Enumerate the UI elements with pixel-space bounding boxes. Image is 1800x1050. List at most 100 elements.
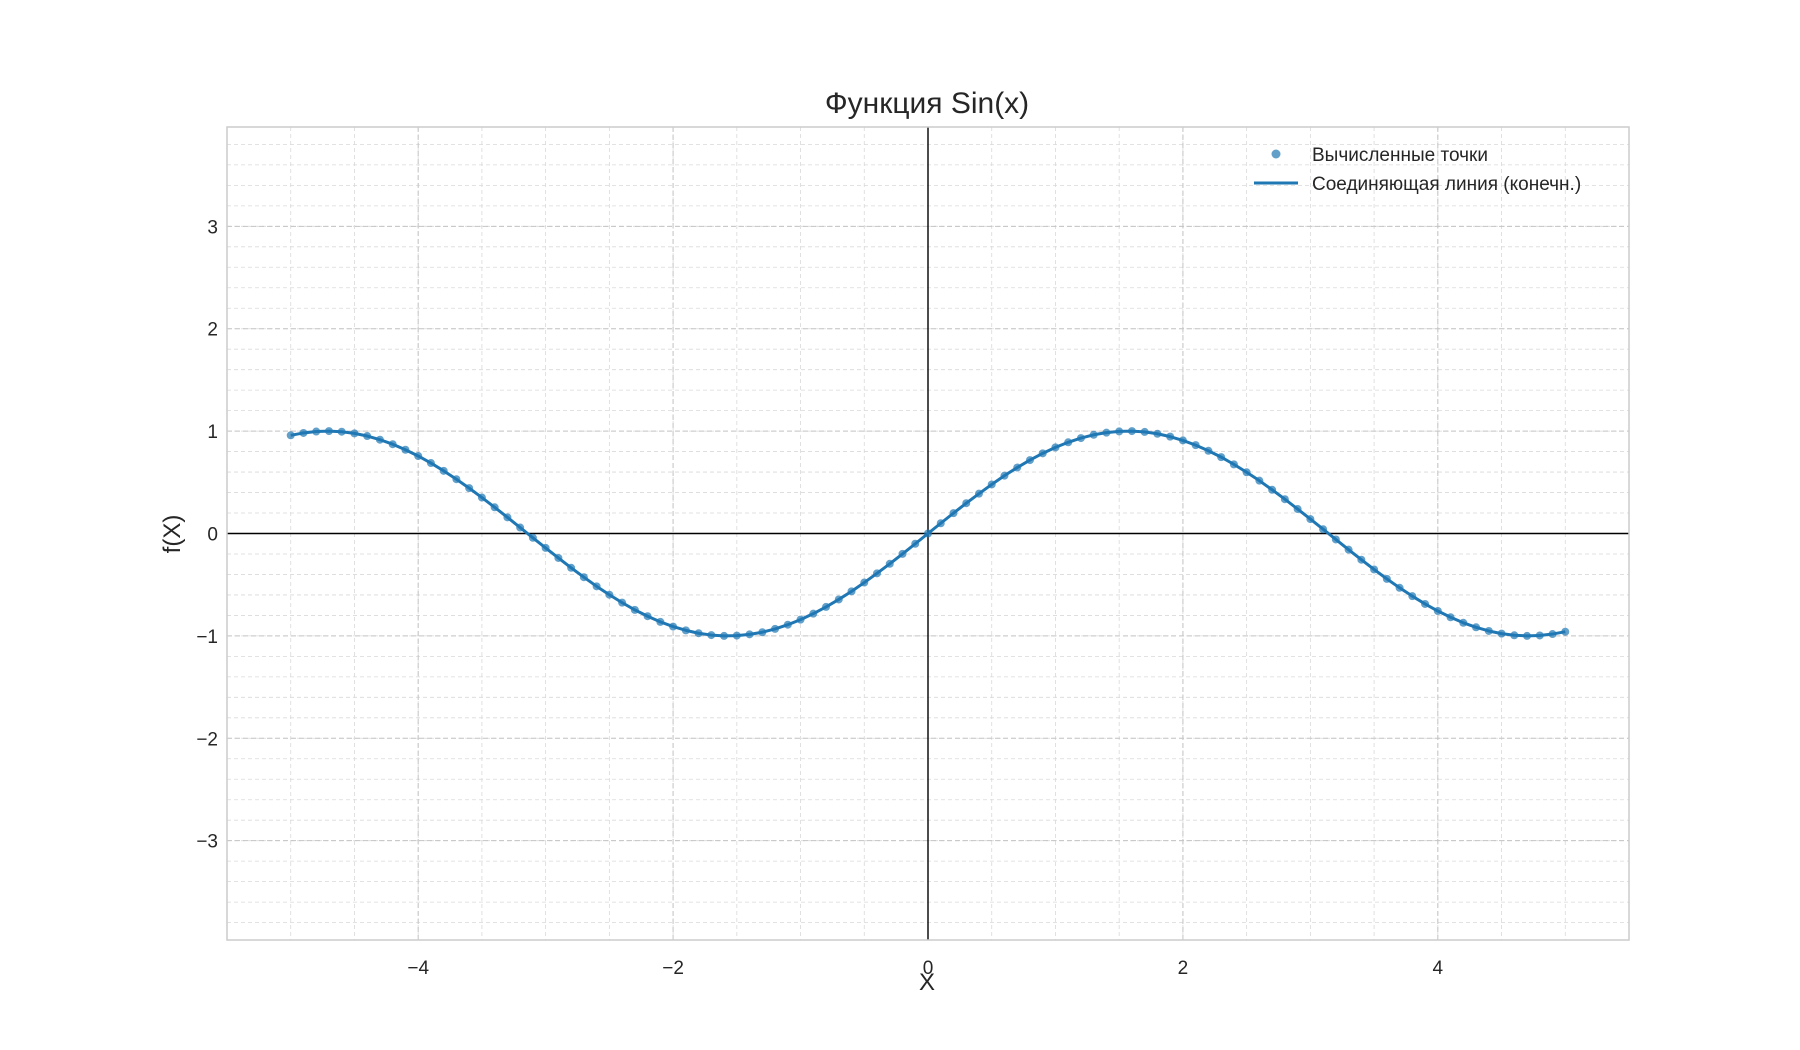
data-point <box>299 428 308 437</box>
data-point <box>758 628 767 637</box>
x-tick-label: −4 <box>407 958 429 979</box>
y-tick-label: −1 <box>196 627 218 648</box>
plot-frame <box>226 126 1630 941</box>
data-point <box>681 626 690 635</box>
data-point <box>732 631 741 640</box>
data-point <box>1510 631 1519 640</box>
data-point <box>898 549 907 558</box>
legend-label-points: Вычисленные точки <box>1312 145 1488 166</box>
data-point <box>1013 463 1022 472</box>
data-point <box>1127 427 1136 436</box>
series-points-layer <box>286 427 1570 640</box>
x-tick-label: 0 <box>923 958 934 979</box>
data-point <box>1025 456 1034 465</box>
data-point <box>1523 631 1532 640</box>
data-point <box>1548 630 1557 639</box>
data-point <box>592 582 601 591</box>
data-point <box>771 624 780 633</box>
data-point <box>1408 592 1417 601</box>
data-point <box>363 432 372 441</box>
data-point <box>1115 427 1124 436</box>
data-point <box>286 431 295 440</box>
data-point <box>1459 618 1468 627</box>
data-point <box>643 612 652 621</box>
data-point <box>1102 428 1111 437</box>
data-point <box>669 622 678 631</box>
y-tick-label: 1 <box>207 422 218 443</box>
x-tick-label: −2 <box>662 958 684 979</box>
data-point <box>974 489 983 498</box>
data-point <box>987 480 996 489</box>
data-point <box>783 620 792 629</box>
data-point <box>528 533 537 542</box>
data-point <box>1217 453 1226 462</box>
data-point <box>924 529 932 538</box>
data-point <box>720 631 729 640</box>
data-point <box>745 630 754 639</box>
data-point <box>1319 525 1328 534</box>
legend-marker-points <box>1271 149 1281 159</box>
data-point <box>337 427 346 436</box>
data-point <box>1204 446 1213 455</box>
data-point <box>375 435 384 444</box>
data-point <box>949 509 958 518</box>
y-tick-labels: −3 −2 −1 0 1 2 3 <box>196 217 218 852</box>
data-point <box>1484 626 1493 635</box>
data-point <box>1229 460 1238 469</box>
data-point <box>388 440 397 449</box>
data-point <box>567 563 576 572</box>
data-point <box>1293 505 1302 514</box>
data-point <box>1433 607 1442 616</box>
data-point <box>1038 449 1047 458</box>
y-tick-label: 0 <box>207 525 218 546</box>
data-point <box>1472 623 1481 632</box>
data-point <box>1051 443 1060 452</box>
data-point <box>1497 629 1506 638</box>
data-point <box>796 615 805 624</box>
data-point <box>1357 555 1366 564</box>
y-tick-label: 2 <box>207 320 218 341</box>
data-point <box>516 523 525 532</box>
data-point <box>707 631 716 640</box>
data-point <box>401 445 410 454</box>
data-point <box>350 429 359 438</box>
data-point <box>847 587 856 596</box>
data-point <box>1446 613 1455 622</box>
data-point <box>1000 471 1009 480</box>
data-point <box>1561 627 1570 636</box>
data-point <box>1370 565 1379 574</box>
data-point <box>1268 485 1277 494</box>
data-point <box>605 590 614 599</box>
legend: Вычисленные точки Соединяющая линия (кон… <box>1254 145 1581 195</box>
data-point <box>503 513 512 522</box>
data-point <box>1064 438 1073 447</box>
y-tick-label: −2 <box>196 729 218 750</box>
data-point <box>1344 545 1353 554</box>
legend-label-line: Соединяющая линия (конечн.) <box>1312 174 1581 195</box>
x-tick-label: 2 <box>1178 958 1189 979</box>
data-point <box>885 559 894 568</box>
data-point <box>1089 430 1098 439</box>
data-point <box>1140 427 1149 436</box>
data-point <box>936 519 945 528</box>
data-point <box>324 427 333 436</box>
data-point <box>618 598 627 607</box>
data-point <box>1076 434 1085 443</box>
data-point <box>579 573 588 582</box>
data-point <box>656 617 665 626</box>
data-point <box>426 459 435 468</box>
y-axis-label: f(X) <box>159 515 186 554</box>
data-point <box>1178 436 1187 445</box>
data-point <box>809 609 818 618</box>
data-point <box>1306 515 1315 524</box>
data-point <box>822 602 831 611</box>
data-point <box>1280 495 1289 504</box>
data-point <box>1242 468 1251 477</box>
data-point <box>1421 599 1430 608</box>
data-point <box>911 539 920 548</box>
data-point <box>1166 432 1175 441</box>
x-axis-label: X <box>919 969 935 996</box>
x-tick-label: 4 <box>1433 958 1444 979</box>
